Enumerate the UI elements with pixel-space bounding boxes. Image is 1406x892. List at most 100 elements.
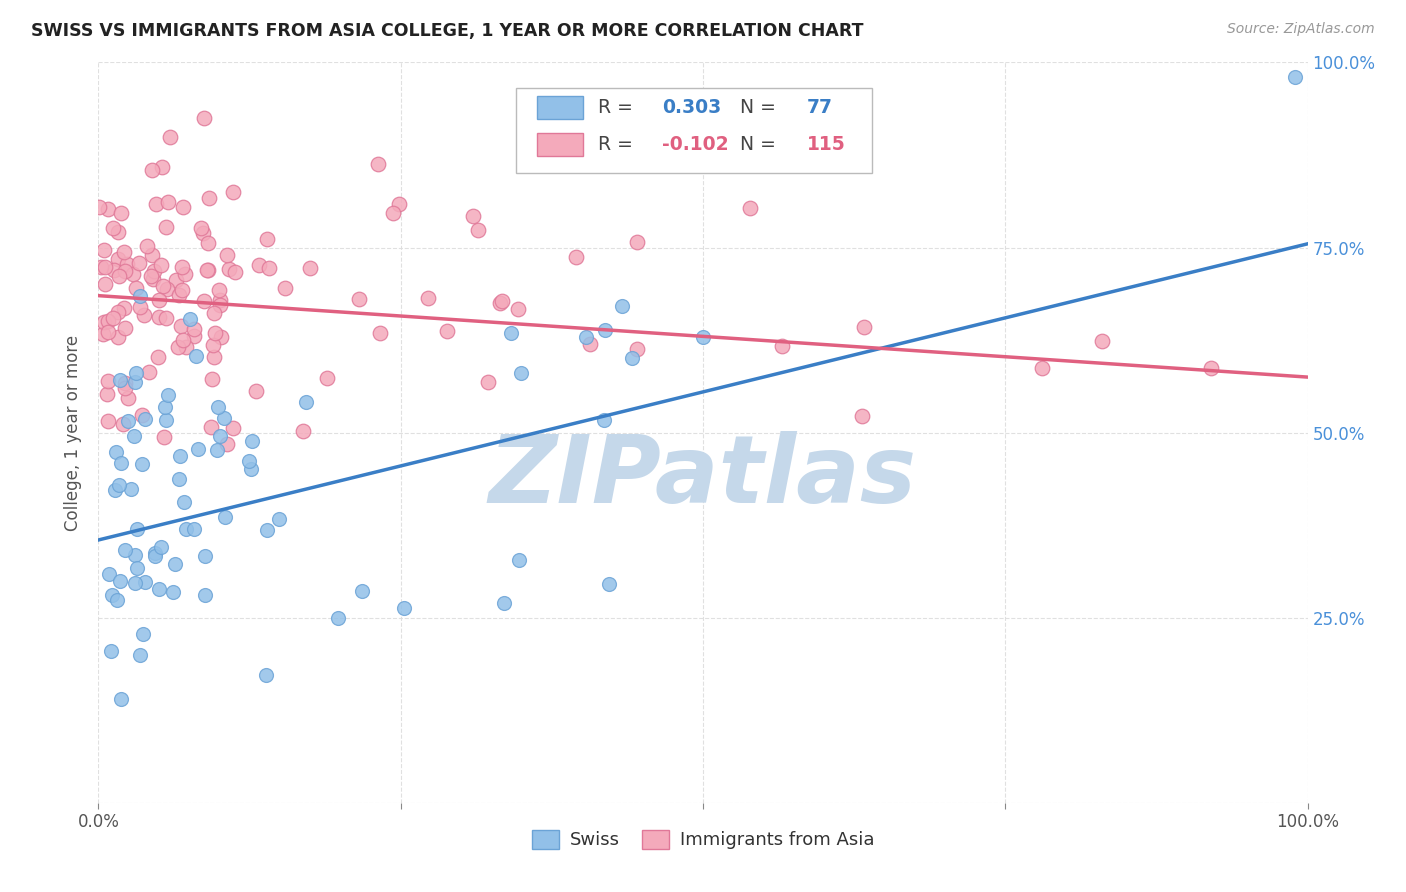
Point — [200, 419, 222, 434]
Point — [205, 443, 228, 458]
Point — [167, 340, 190, 354]
Point — [107, 252, 129, 266]
Point — [107, 225, 129, 239]
Point — [135, 239, 157, 253]
Point — [291, 424, 314, 438]
Point — [315, 371, 337, 385]
Point — [124, 376, 146, 390]
Point — [238, 453, 260, 467]
Point — [222, 421, 245, 435]
Point — [328, 611, 350, 625]
Point — [103, 263, 125, 277]
Point — [125, 281, 148, 295]
Point — [105, 592, 128, 607]
Point — [381, 206, 404, 220]
Point — [392, 600, 415, 615]
Point — [187, 442, 209, 456]
Point — [97, 374, 120, 388]
Point — [127, 522, 149, 536]
Point — [1284, 70, 1306, 85]
Point — [299, 261, 322, 276]
Point — [108, 478, 131, 492]
Point — [129, 301, 152, 315]
Point — [197, 191, 219, 205]
Point — [852, 320, 875, 334]
Point — [150, 540, 173, 554]
Point — [592, 413, 614, 427]
Point — [209, 293, 232, 307]
Point — [1091, 334, 1114, 349]
Text: -0.102: -0.102 — [662, 135, 728, 154]
Point — [209, 330, 232, 344]
Bar — [537, 133, 583, 156]
Point — [202, 338, 225, 352]
Point — [97, 567, 120, 582]
Point — [112, 244, 135, 259]
Point — [145, 196, 167, 211]
Point — [117, 414, 139, 428]
Point — [174, 522, 197, 536]
Text: R =: R = — [598, 98, 637, 117]
Point — [183, 322, 205, 336]
Point — [129, 289, 152, 303]
Point — [93, 260, 115, 275]
Point — [207, 401, 229, 415]
Point — [179, 312, 201, 326]
Point — [247, 258, 270, 272]
Point — [155, 412, 177, 426]
Point — [172, 200, 194, 214]
Point — [87, 200, 110, 214]
Point — [143, 549, 166, 563]
Point — [93, 244, 115, 258]
Point — [626, 235, 648, 249]
Point — [593, 323, 616, 337]
Point — [96, 387, 118, 401]
Text: N =: N = — [728, 98, 780, 117]
Point — [170, 319, 193, 334]
Point — [120, 482, 142, 496]
Point — [191, 226, 214, 240]
Point — [124, 549, 146, 563]
Point — [620, 351, 643, 365]
Point — [367, 157, 389, 171]
Point — [155, 310, 177, 325]
Point — [141, 268, 163, 283]
Point — [167, 471, 190, 485]
Text: R =: R = — [598, 135, 637, 154]
Point — [173, 267, 195, 281]
Text: 115: 115 — [807, 135, 846, 154]
Point — [770, 339, 793, 353]
Point — [122, 428, 145, 442]
Point — [150, 258, 173, 272]
Point — [150, 160, 173, 174]
Point — [477, 375, 499, 389]
Point — [114, 263, 136, 277]
Point — [207, 283, 229, 297]
Point — [125, 561, 148, 575]
Point — [184, 349, 207, 363]
Point — [368, 326, 391, 340]
Text: SWISS VS IMMIGRANTS FROM ASIA COLLEGE, 1 YEAR OR MORE CORRELATION CHART: SWISS VS IMMIGRANTS FROM ASIA COLLEGE, 1… — [31, 22, 863, 40]
Point — [107, 330, 129, 344]
Point — [143, 546, 166, 560]
Point — [104, 483, 127, 497]
Point — [183, 329, 205, 343]
Point — [112, 301, 135, 316]
Point — [142, 271, 165, 285]
Point — [217, 248, 239, 262]
Point — [114, 376, 136, 390]
Y-axis label: College, 1 year or more: College, 1 year or more — [65, 334, 83, 531]
Point — [167, 288, 190, 302]
Point — [148, 582, 170, 597]
Point — [224, 265, 246, 279]
Point — [463, 210, 485, 224]
Point — [162, 584, 184, 599]
Point — [141, 248, 163, 262]
Point — [212, 411, 235, 425]
Point — [197, 262, 219, 277]
Point — [416, 292, 439, 306]
Point — [105, 445, 128, 459]
Point — [114, 320, 136, 334]
Point — [218, 262, 240, 277]
Point — [172, 333, 194, 347]
